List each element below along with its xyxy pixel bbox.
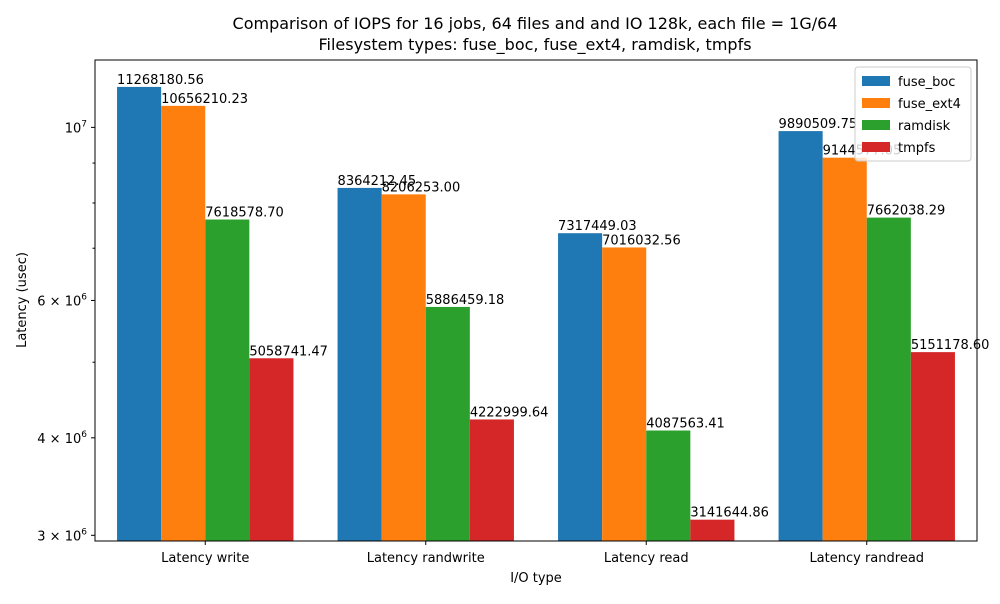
data-label: 9890509.75 — [779, 117, 858, 132]
bar-fuse_ext4-3 — [602, 247, 647, 541]
bar-fuse_boc-2 — [337, 187, 382, 541]
bar-fuse_boc-1 — [117, 86, 162, 542]
bar-fuse_ext4-2 — [381, 194, 426, 542]
x-tick-label: Latency randwrite — [367, 551, 485, 566]
data-labels-layer: 11268180.56 10656210.23 7618578.70 5058741.… — [117, 73, 989, 521]
bars-layer — [117, 86, 955, 542]
legend-label-tmpfs: tmpfs — [898, 141, 936, 156]
bar-fuse_boc-3 — [558, 233, 603, 541]
data-label: 7662038.29 — [867, 204, 946, 219]
data-label: 5151178.60 — [911, 338, 990, 353]
bar-fuse_boc-4 — [778, 131, 823, 541]
legend-swatch-fuse_ext4 — [862, 98, 890, 108]
chart-title: Comparison of IOPS for 16 jobs, 64 files… — [233, 14, 838, 33]
legend-swatch-fuse_boc — [862, 76, 890, 86]
x-axis-label: I/O type — [510, 571, 562, 586]
legend-label-fuse_ext4: fuse_ext4 — [898, 97, 961, 112]
data-label: 5058741.47 — [249, 344, 328, 359]
x-tick-label: Latency read — [604, 551, 689, 566]
bar-tmpfs-2 — [469, 419, 514, 541]
y-tick-label: 6 × 106 — [37, 292, 87, 309]
data-label: 8206253.00 — [382, 180, 461, 195]
legend-label-fuse_boc: fuse_boc — [898, 75, 955, 90]
bar-tmpfs-4 — [910, 352, 955, 541]
bar-tmpfs-3 — [690, 519, 735, 541]
data-label: 5886459.18 — [426, 293, 505, 308]
y-axis: 3 × 106 4 × 106 6 × 106 107 — [37, 119, 95, 544]
data-label: 8364212.45 — [338, 174, 417, 189]
bar-ramdisk-4 — [866, 217, 911, 542]
x-tick-label: Latency write — [161, 551, 249, 566]
legend-swatch-ramdisk — [862, 120, 890, 130]
legend-swatch-tmpfs — [862, 142, 890, 152]
data-label: 10656210.23 — [161, 92, 248, 107]
y-tick-label: 107 — [65, 119, 87, 136]
data-label: 4087563.41 — [646, 417, 725, 432]
y-axis-label: Latency (usec) — [15, 252, 30, 348]
bar-fuse_ext4-1 — [161, 105, 206, 541]
legend-label-ramdisk: ramdisk — [898, 119, 951, 134]
bar-ramdisk-1 — [205, 219, 250, 541]
data-label: 3141644.86 — [690, 506, 769, 521]
data-label: 11268180.56 — [117, 73, 204, 88]
data-label: 4222999.64 — [470, 405, 549, 420]
bar-ramdisk-2 — [425, 306, 470, 541]
bar-ramdisk-3 — [646, 430, 691, 541]
data-label: 7618578.70 — [205, 206, 284, 221]
bar-fuse_ext4-4 — [822, 157, 867, 542]
y-tick-label: 4 × 106 — [37, 430, 87, 447]
data-label: 7317449.03 — [558, 219, 637, 234]
x-tick-label: Latency randread — [809, 551, 924, 566]
y-tick-label: 3 × 106 — [37, 527, 87, 544]
legend-frame — [854, 66, 972, 162]
data-label: 7016032.56 — [602, 233, 681, 248]
chart-subtitle: Filesystem types: fuse_boc, fuse_ext4, r… — [318, 35, 751, 55]
x-axis: Latency write Latency randwrite Latency re… — [161, 541, 924, 566]
bar-tmpfs-1 — [249, 358, 294, 541]
